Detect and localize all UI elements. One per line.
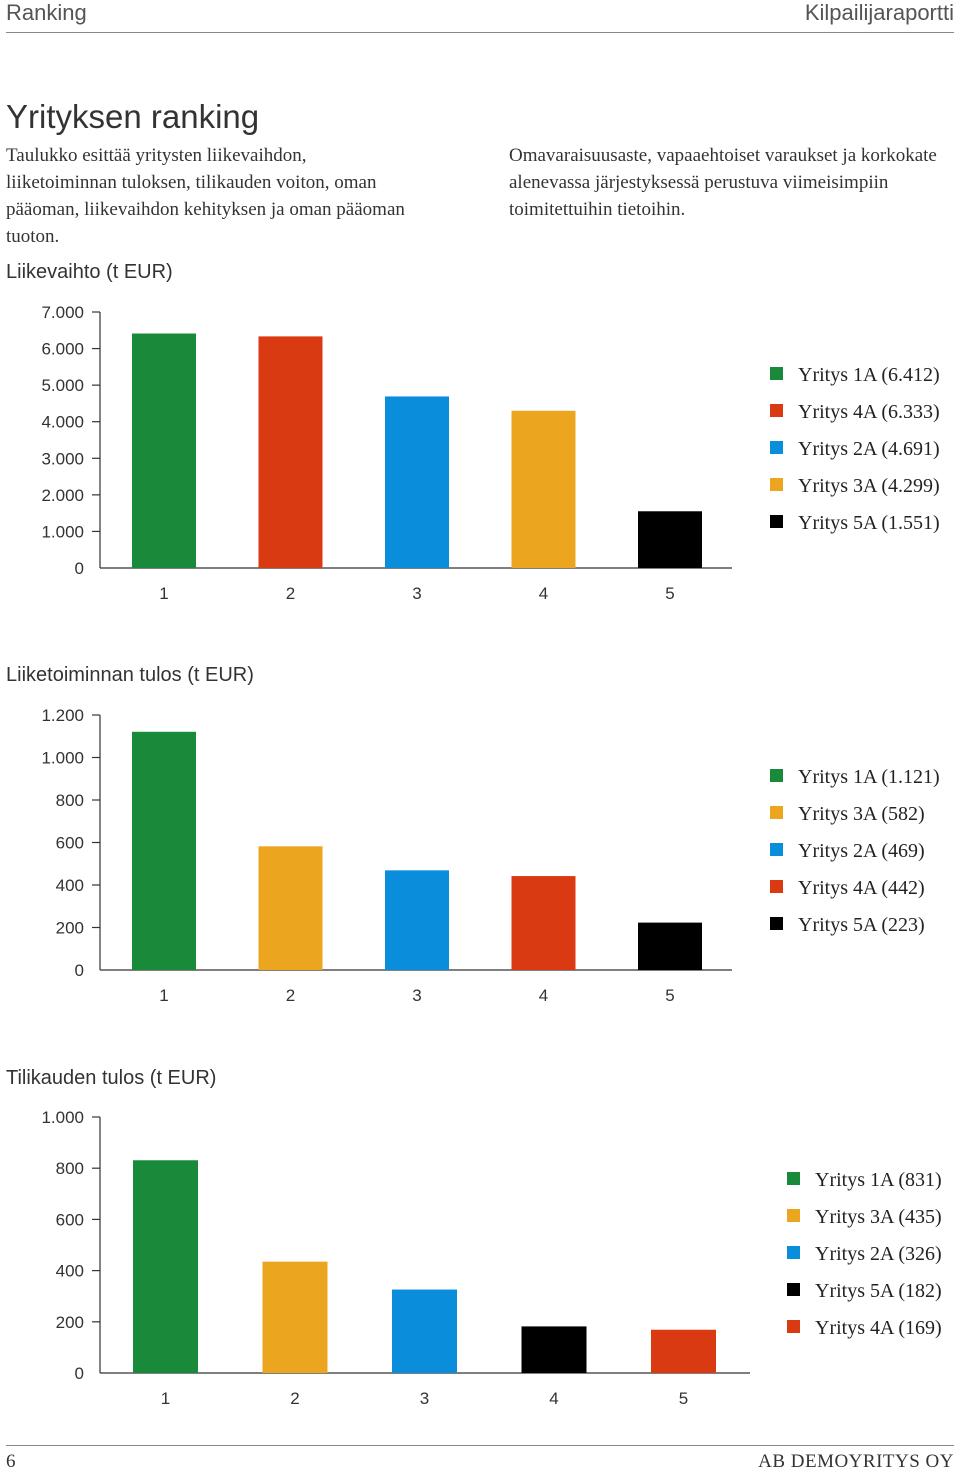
y-tick-label: 800 [56, 791, 84, 810]
chart-liiketoiminnan-tulos: 0 200 400 600 800 1.000 1.200 1 2 3 4 5 Yritys 1A (1… [41, 706, 940, 1005]
legend-entry: Yritys 5A (182) [815, 1280, 942, 1302]
legend-entry: Yritys 4A (6.333) [798, 401, 940, 423]
legend-swatch [787, 1172, 800, 1185]
legend-swatch [770, 917, 783, 930]
bar-3 [385, 396, 449, 568]
y-tick-label: 600 [56, 834, 84, 853]
legend-swatch [787, 1320, 800, 1333]
legend-swatch [770, 367, 783, 380]
y-tick-label: 0 [75, 559, 84, 578]
legend-swatch [770, 404, 783, 417]
y-tick-label: 800 [56, 1159, 84, 1178]
footer-divider [6, 1445, 954, 1446]
legend-entry: Yritys 4A (169) [815, 1317, 942, 1339]
x-tick-label: 1 [159, 986, 168, 1005]
y-tick-label: 600 [56, 1210, 84, 1229]
bar-1 [133, 1160, 198, 1373]
legend-swatch [787, 1246, 800, 1259]
bar-5 [651, 1329, 716, 1373]
legend-entry: Yritys 5A (1.551) [798, 512, 940, 534]
bar-5 [638, 922, 702, 970]
x-tick-label: 5 [665, 584, 674, 603]
y-tick-label: 1.000 [41, 522, 84, 541]
x-tick-label: 4 [539, 986, 548, 1005]
header-section-label: Ranking [6, 0, 87, 25]
x-tick-label: 4 [549, 1389, 558, 1408]
y-tick-label: 2.000 [41, 486, 84, 505]
legend-swatch [770, 769, 783, 782]
header-report-label: Kilpailijaraportti [804, 0, 954, 25]
bar-5 [638, 511, 702, 568]
y-tick-label: 0 [75, 961, 84, 980]
x-tick-label: 2 [286, 986, 295, 1005]
x-tick-label: 4 [539, 584, 548, 603]
bar-2 [258, 846, 323, 970]
legend-entry: Yritys 2A (326) [815, 1243, 942, 1265]
bar-4 [511, 876, 576, 970]
footer-company-name: AB DEMOYRITYS OY [758, 1451, 954, 1472]
intro-text-right: Omavaraisuusaste, vapaaehtoiset varaukse… [509, 145, 937, 220]
legend-swatch [787, 1283, 800, 1296]
x-tick-label: 3 [420, 1389, 429, 1408]
legend-entry: Yritys 2A (4.691) [798, 438, 940, 460]
y-tick-label: 5.000 [41, 376, 84, 395]
legend-entry: Yritys 1A (1.121) [798, 766, 940, 788]
x-tick-label: 3 [412, 584, 421, 603]
bar-3 [385, 870, 449, 970]
bar-2 [258, 336, 323, 568]
x-tick-label: 2 [286, 584, 295, 603]
x-tick-label: 1 [159, 584, 168, 603]
legend-swatch [770, 515, 783, 528]
legend-swatch [787, 1209, 800, 1222]
y-tick-label: 7.000 [41, 303, 84, 322]
y-tick-label: 200 [56, 919, 84, 938]
legend-entry: Yritys 3A (582) [798, 803, 925, 825]
y-tick-label: 0 [75, 1364, 84, 1383]
y-tick-label: 6.000 [41, 340, 84, 359]
legend-swatch [770, 478, 783, 491]
y-tick-label: 3.000 [41, 449, 84, 468]
chart-tilikauden-tulos: 0 200 400 600 800 1.000 1 2 3 4 5 Yritys 1A (831) Yr… [41, 1108, 942, 1408]
y-tick-label: 400 [56, 876, 84, 895]
y-tick-label: 1.200 [41, 706, 84, 725]
bar-1 [132, 731, 196, 970]
legend-swatch [770, 441, 783, 454]
legend-entry: Yritys 1A (6.412) [798, 364, 940, 386]
legend-entry: Yritys 4A (442) [798, 877, 925, 899]
chart-title-tilikauden-tulos: Tilikauden tulos (t EUR) [6, 1067, 217, 1089]
y-tick-label: 1.000 [41, 1108, 84, 1127]
page-number: 6 [6, 1451, 16, 1472]
legend-swatch [770, 806, 783, 819]
intro-text-left: Taulukko esittää yritysten liikevaihdon,… [6, 145, 405, 247]
page-title: Yrityksen ranking [6, 98, 260, 136]
legend-swatch [770, 880, 783, 893]
legend-entry: Yritys 2A (469) [798, 840, 925, 862]
x-tick-label: 2 [290, 1389, 299, 1408]
header-divider [6, 32, 954, 33]
chart-liikevaihto: 0 1.000 2.000 3.000 4.000 5.000 6.000 7.000 1 2 3 4… [41, 303, 940, 603]
legend-entry: Yritys 1A (831) [815, 1169, 942, 1191]
y-tick-label: 400 [56, 1262, 84, 1281]
y-tick-label: 200 [56, 1313, 84, 1332]
legend-entry: Yritys 3A (4.299) [798, 475, 940, 497]
legend-entry: Yritys 3A (435) [815, 1206, 942, 1228]
bar-1 [132, 333, 196, 568]
bar-3 [392, 1289, 457, 1373]
bar-2 [262, 1261, 328, 1373]
y-tick-label: 1.000 [41, 749, 84, 768]
bar-4 [511, 410, 576, 568]
chart-title-liikevaihto: Liikevaihto (t EUR) [6, 261, 173, 283]
legend-swatch [770, 843, 783, 856]
x-tick-label: 5 [679, 1389, 688, 1408]
y-tick-label: 4.000 [41, 413, 84, 432]
x-tick-label: 5 [665, 986, 674, 1005]
legend-entry: Yritys 5A (223) [798, 914, 925, 936]
x-tick-label: 3 [412, 986, 421, 1005]
bar-4 [521, 1326, 587, 1373]
chart-title-liiketoiminnan-tulos: Liiketoiminnan tulos (t EUR) [6, 664, 254, 686]
x-tick-label: 1 [161, 1389, 170, 1408]
